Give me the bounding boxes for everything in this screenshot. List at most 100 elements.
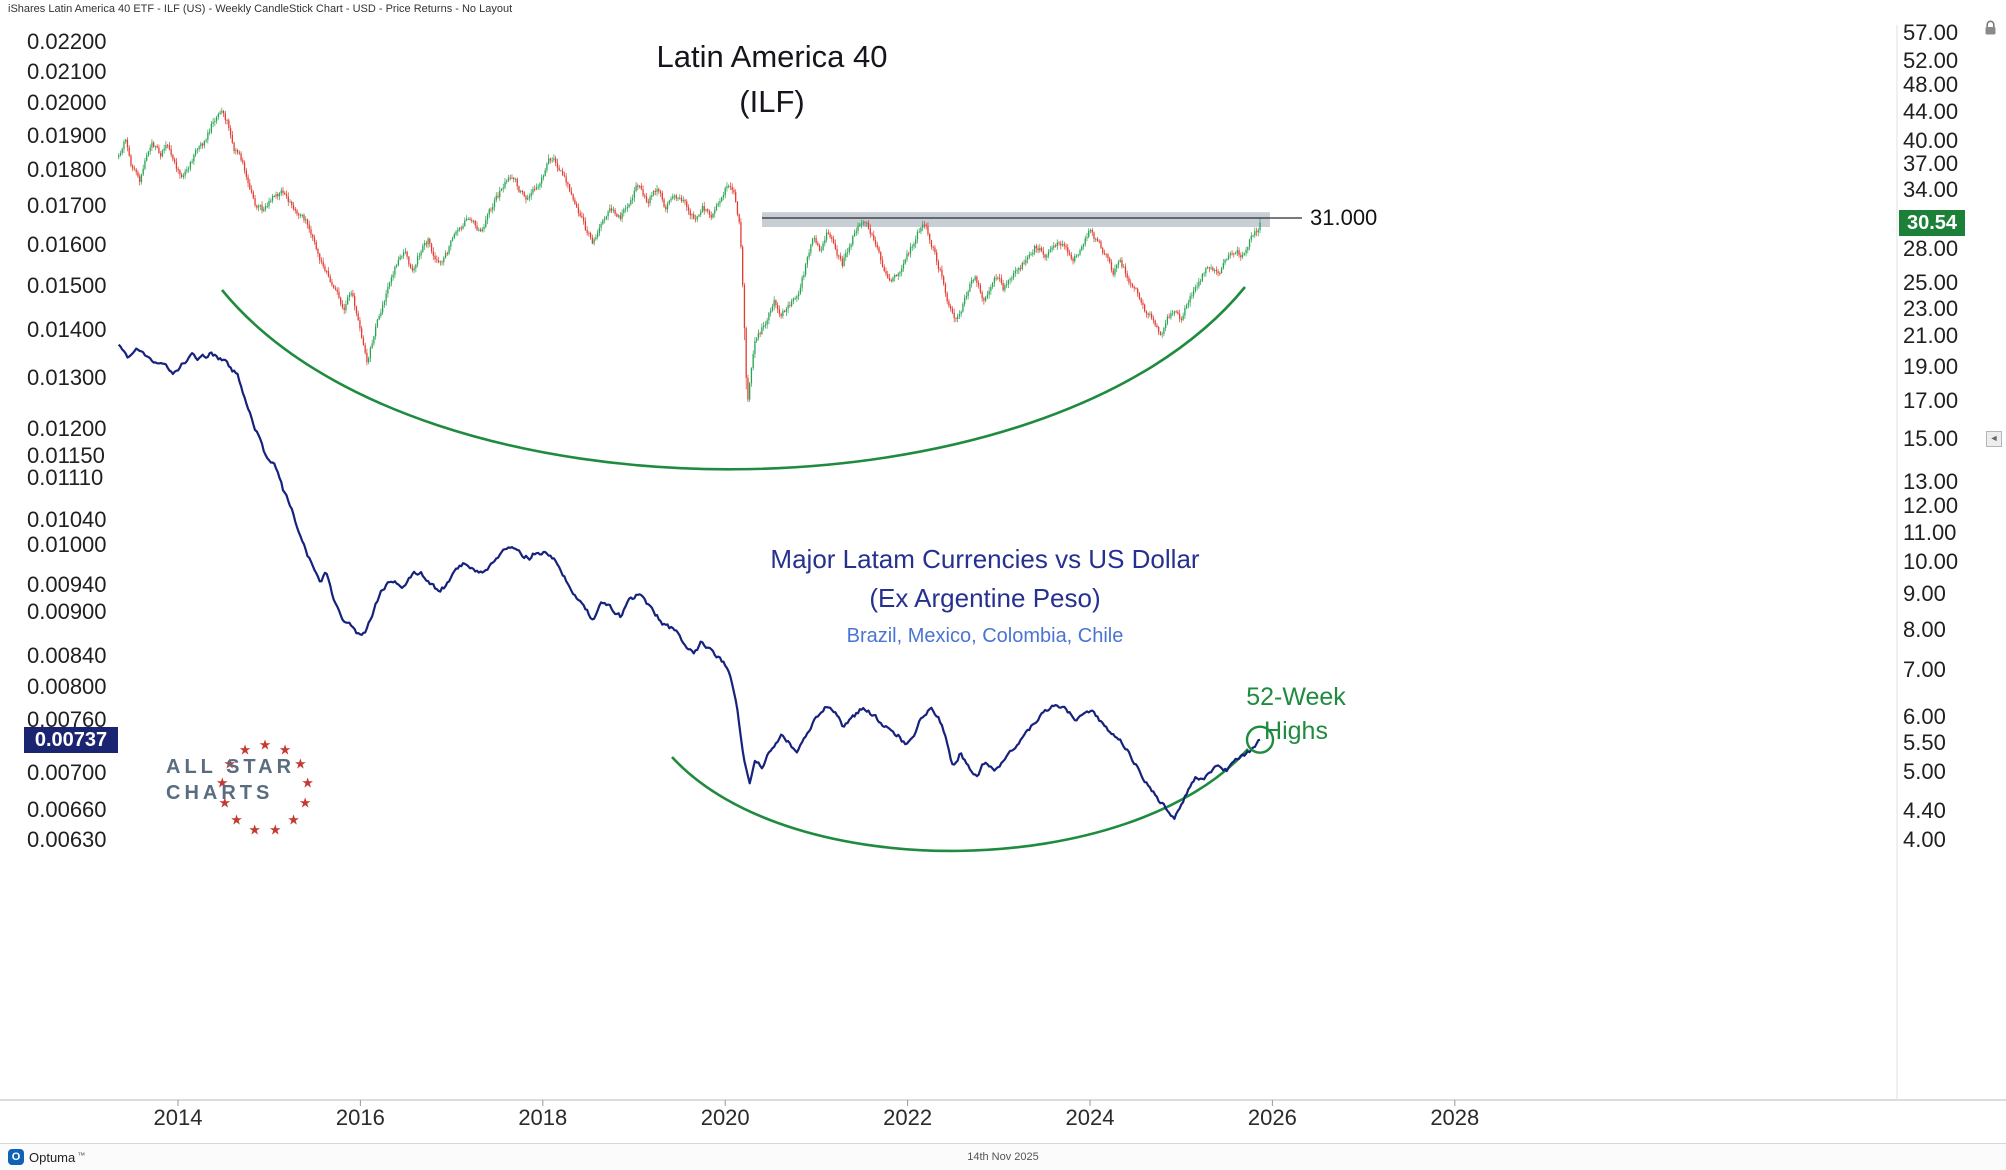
resistance-zone — [762, 212, 1270, 227]
resistance-level-label: 31.000 — [1310, 205, 1378, 231]
right-axis-tick: 13.00 — [1903, 469, 1959, 495]
x-axis-tick: 2028 — [1430, 1105, 1480, 1130]
right-axis-tick: 5.50 — [1903, 730, 1946, 756]
logo-star-icon: ★ — [278, 741, 292, 758]
left-axis-tick: 0.00700 — [27, 759, 107, 785]
logo-text-line1: ALL STAR — [166, 756, 296, 778]
52-week-high-circle — [1245, 725, 1275, 754]
left-axis-tick: 0.01600 — [27, 232, 107, 258]
left-axis-tick: 0.02200 — [27, 29, 107, 54]
x-axis-tick: 2018 — [518, 1105, 568, 1130]
right-axis-tick: 4.00 — [1903, 827, 1946, 853]
right-axis-scroll-button[interactable]: ◄ — [1986, 430, 2002, 447]
left-axis-tick: 0.00940 — [27, 571, 107, 597]
currency-chart-subtitle: Brazil, Mexico, Colombia, Chile — [846, 625, 1124, 647]
left-axis-tick: 0.02100 — [27, 58, 107, 84]
x-axis-tick: 2024 — [1065, 1105, 1115, 1130]
status-bar: O Optuma ™ 14th Nov 2025 — [0, 1143, 2006, 1170]
left-axis-tick: 0.00800 — [27, 674, 107, 700]
logo-star-icon: ★ — [248, 821, 261, 838]
logo-star-icon: ★ — [223, 755, 236, 772]
allstarcharts-logo: ★ ★ ★ ★ ★ ★ ★ ★ ★ ★ ★ ★ ★ ALL STAR CHARTS — [162, 736, 382, 844]
right-axis-tick: 17.00 — [1903, 387, 1959, 413]
chart-title-bar-text: iShares Latin America 40 ETF - ILF (US) … — [8, 3, 513, 15]
right-axis-tick: 4.40 — [1903, 798, 1946, 824]
left-axis-tick: 0.01700 — [27, 193, 107, 219]
currency-last-price-badge: 0.00737 — [24, 726, 118, 753]
left-axis-tick: 0.01800 — [27, 157, 107, 183]
right-axis-tick: 12.00 — [1903, 493, 1959, 519]
ilf-last-price-badge: 30.54 — [1899, 209, 1965, 236]
left-axis-tick: 0.01300 — [27, 364, 107, 390]
logo-star-icon: ★ — [301, 774, 314, 791]
left-axis-tick: 0.01400 — [27, 317, 107, 343]
52-week-highs-label: 52-Week Highs — [1246, 680, 1346, 748]
ilf-chart-title-line1: Latin America 40 — [656, 39, 888, 74]
52-week-highs-label-line2: Highs — [1264, 717, 1328, 745]
right-axis-tick: 52.00 — [1903, 47, 1959, 73]
optuma-brand-name: Optuma — [29, 1149, 76, 1165]
ilf-rounded-base-arc — [220, 286, 1247, 471]
left-axis-tick: 0.00900 — [27, 599, 107, 625]
logo-star-icon: ★ — [287, 811, 300, 828]
52-week-highs-label-line1: 52-Week — [1246, 683, 1346, 711]
left-axis-tick: 0.00660 — [27, 797, 107, 823]
right-axis-tick: 57.00 — [1903, 20, 1959, 45]
right-axis-tick: 7.00 — [1903, 657, 1946, 683]
x-axis-tick: 2022 — [883, 1105, 933, 1130]
currency-chart-title-line2: (Ex Argentine Peso) — [869, 583, 1101, 613]
logo-star-icon: ★ — [238, 741, 252, 758]
status-date: 14th Nov 2025 — [967, 1151, 1039, 1163]
right-axis-tick: 28.00 — [1903, 235, 1959, 261]
right-axis-tick: 40.00 — [1903, 127, 1959, 153]
x-axis-tick: 2026 — [1247, 1105, 1297, 1130]
optuma-brand: O Optuma ™ — [8, 1149, 85, 1165]
ilf-chart-title: Latin America 40 (ILF) — [657, 34, 888, 124]
ilf-candles — [118, 107, 1261, 403]
right-axis-tick: 48.00 — [1903, 72, 1959, 98]
chart-title-bar: iShares Latin America 40 ETF - ILF (US) … — [0, 0, 2006, 20]
left-axis-tick: 0.02000 — [27, 89, 107, 115]
left-axis-tick: 0.00840 — [27, 643, 107, 669]
right-axis-tick: 10.00 — [1903, 548, 1959, 574]
logo-star-icon: ★ — [216, 774, 229, 791]
currency-chart-title: Major Latam Currencies vs US Dollar (Ex … — [770, 540, 1199, 654]
logo-star-icon: ★ — [298, 794, 312, 811]
logo-star-icon: ★ — [269, 821, 282, 838]
right-axis-tick: 6.00 — [1903, 703, 1946, 729]
right-axis-tick: 19.00 — [1903, 353, 1959, 379]
currency-line — [117, 343, 1261, 820]
logo-star-icon: ★ — [230, 811, 243, 828]
logo-star-icon: ★ — [258, 736, 272, 753]
left-axis-tick: 0.01040 — [27, 507, 107, 532]
logo-star-icon: ★ — [218, 794, 232, 811]
left-axis-tick: 0.01000 — [27, 532, 107, 558]
right-axis-tick: 25.00 — [1903, 270, 1959, 296]
ilf-chart-title-line2: (ILF) — [739, 84, 805, 119]
right-axis-tick: 8.00 — [1903, 616, 1946, 642]
logo-star-icon: ★ — [294, 755, 307, 772]
left-axis-tick: 0.01200 — [27, 415, 107, 441]
currency-chart-title-line1: Major Latam Currencies vs US Dollar — [770, 544, 1200, 574]
right-axis-tick: 15.00 — [1903, 425, 1959, 451]
right-axis-tick: 44.00 — [1903, 98, 1959, 124]
left-axis-tick: 0.01150 — [27, 442, 105, 468]
x-axis-tick: 2014 — [153, 1105, 203, 1130]
left-axis-tick: 0.01500 — [27, 273, 107, 299]
x-axis-tick: 2016 — [335, 1105, 385, 1130]
right-axis-tick: 9.00 — [1903, 580, 1946, 606]
right-axis-tick: 11.00 — [1903, 519, 1957, 545]
right-axis-tick: 37.00 — [1903, 151, 1959, 177]
left-axis-tick: 0.01900 — [27, 122, 107, 148]
right-axis-tick: 21.00 — [1903, 323, 1959, 349]
optuma-logo-icon: O — [8, 1149, 24, 1165]
right-axis-tick: 5.00 — [1903, 759, 1946, 785]
right-axis-tick: 23.00 — [1903, 295, 1959, 321]
axis-lock-icon[interactable] — [1984, 20, 1997, 41]
optuma-trademark: ™ — [77, 1151, 86, 1160]
x-axis-tick: 2020 — [700, 1105, 750, 1130]
right-axis-tick: 34.00 — [1903, 176, 1959, 202]
left-axis-tick: 0.00630 — [27, 826, 107, 852]
